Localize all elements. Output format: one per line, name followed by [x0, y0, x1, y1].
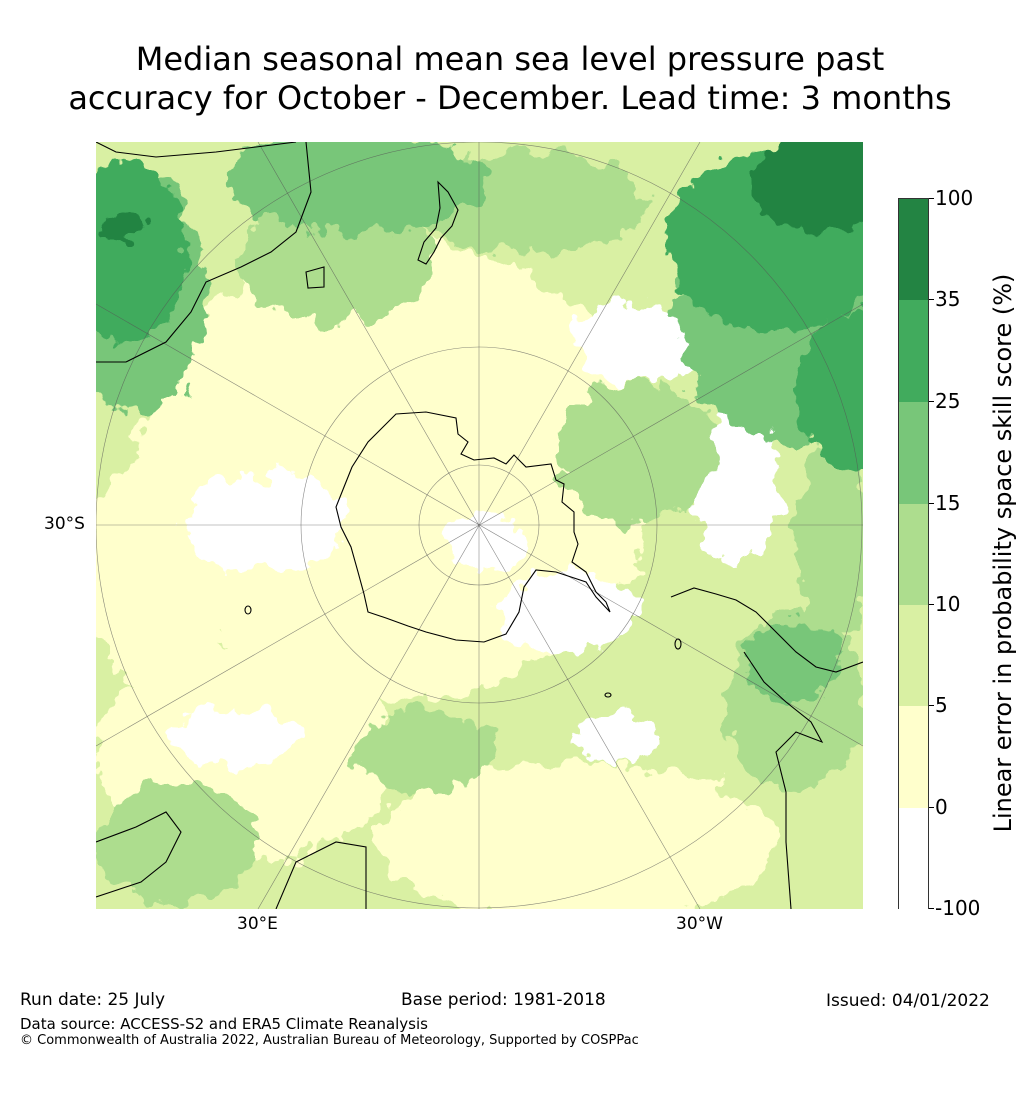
chart-title: Median seasonal mean sea level pressure … [0, 40, 1020, 118]
island-falklands [674, 638, 682, 650]
colorbar-bin-25-35 [899, 300, 928, 402]
colorbar-bin-neg100-0 [899, 808, 928, 910]
base-period: Base period: 1981-2018 [401, 990, 606, 1010]
south-america-coast-2 [743, 651, 824, 909]
colorbar-bin-0-5 [899, 706, 928, 808]
colorbar-tick-5: 5 [935, 693, 948, 717]
colorbar-tick-10: 10 [935, 592, 961, 616]
title-line-2: accuracy for October - December. Lead ti… [68, 79, 952, 117]
tasmania-coast [305, 266, 325, 289]
antarctica-coast [335, 411, 611, 643]
colorbar-tick-100: 100 [935, 186, 974, 210]
australia-coast [96, 142, 312, 363]
island-south-georgia [604, 692, 612, 698]
title-line-1: Median seasonal mean sea level pressure … [135, 40, 885, 78]
copyright: © Commonwealth of Australia 2022, Austra… [20, 1033, 639, 1048]
data-source: Data source: ACCESS-S2 and ERA5 Climate … [20, 1015, 428, 1033]
issued-date: Issued: 04/01/2022 [826, 991, 990, 1011]
lat-label-30s: 30°S [44, 514, 85, 534]
lon-label-30w: 30°W [676, 914, 723, 934]
colorbar-tick-15: 15 [935, 491, 961, 515]
south-america-coast [670, 587, 863, 673]
skill-field-high [96, 142, 863, 472]
colorbar [898, 198, 929, 910]
colorbar-bin-15-25 [899, 402, 928, 504]
colorbar-label: Linear error in probability space skill … [989, 273, 1017, 833]
southern-africa-coast [275, 841, 367, 909]
skill-score-map [96, 142, 863, 909]
colorbar-tick-0: 0 [935, 795, 948, 819]
colorbar-tick-35: 35 [935, 287, 961, 311]
graticule [96, 142, 863, 909]
lon-label-30e: 30°E [237, 914, 278, 934]
colorbar-tick-25: 25 [935, 389, 961, 413]
colorbar-tick-neg100: -100 [935, 896, 981, 920]
island-kerguelen [244, 605, 252, 615]
coastlines [96, 142, 863, 909]
colorbar-bin-5-10 [899, 605, 928, 706]
run-date: Run date: 25 July [20, 990, 166, 1010]
map-svg [96, 142, 863, 909]
colorbar-bin-35-100 [899, 199, 928, 300]
africa-coast [96, 811, 182, 898]
skill-field [96, 142, 863, 909]
colorbar-bin-10-15 [899, 504, 928, 605]
new-zealand-coast [417, 180, 459, 265]
